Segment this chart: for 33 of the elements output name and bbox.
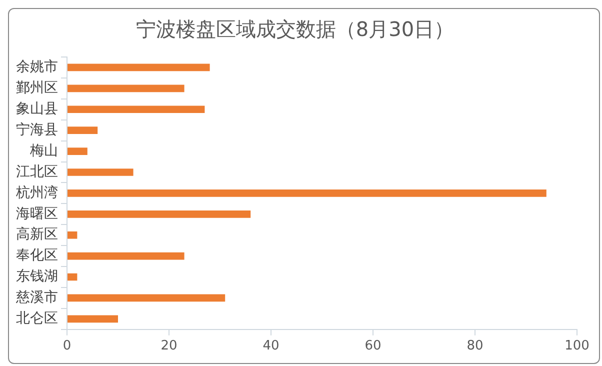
x-tick-label: 20 [160,338,178,354]
y-tick-label: 杭州湾 [15,184,58,201]
x-tick-label: 40 [262,338,280,354]
bar [68,273,78,281]
y-tick-label: 余姚市 [16,59,58,76]
bar [68,106,205,114]
y-tick-label: 象山县 [16,101,58,118]
y-tick-label: 梅山 [29,142,58,159]
y-tick-label: 海曙区 [16,206,58,222]
y-tick-label: 北仑区 [16,310,58,327]
chart-title: 宁波楼盘区域成交数据（8月30日） [136,17,454,42]
bar [68,315,118,323]
y-tick-label: 奉化区 [16,248,58,264]
x-tick-label: 60 [364,338,382,354]
y-tick-label: 慈溪市 [15,290,58,306]
y-tick-label: 宁海县 [16,122,58,138]
bar [68,84,184,92]
y-tick-label: 鄞州区 [16,80,58,96]
x-tick-label: 100 [564,338,590,354]
bar [68,126,98,134]
bar [68,64,210,72]
bar [68,190,546,197]
x-tick-label: 80 [466,338,484,354]
y-tick-label: 高新区 [16,226,58,243]
y-tick-label: 江北区 [16,164,58,180]
bar [68,252,184,260]
x-tick-label: 0 [62,338,72,354]
bar [68,168,134,176]
bar [68,210,251,218]
bar [68,294,226,302]
bar [68,148,88,155]
y-tick-label: 东钱湖 [16,268,58,285]
bar [68,231,78,239]
